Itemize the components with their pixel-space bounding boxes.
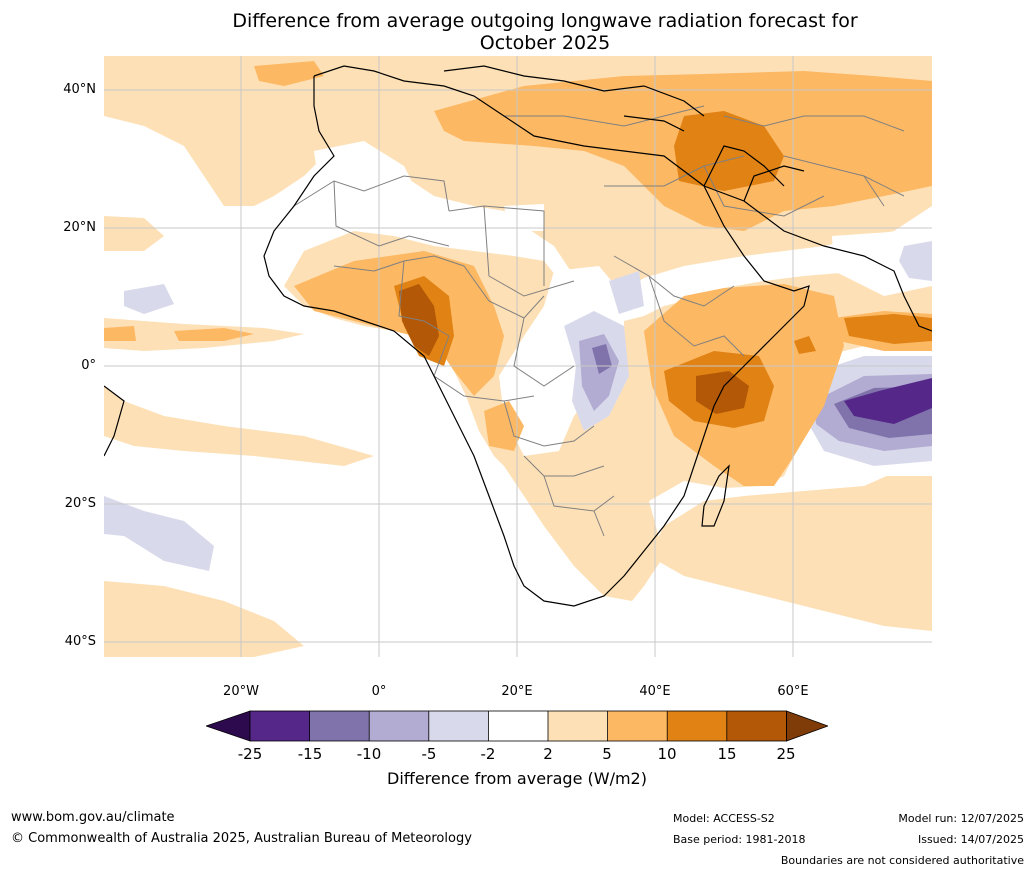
lat-label-40n: 40°N <box>63 82 96 97</box>
colorbar-swatch-4 <box>428 711 489 741</box>
colorbar-swatch-7 <box>607 711 668 741</box>
map-svg <box>104 56 932 657</box>
colorbar-swatch-1 <box>250 711 310 741</box>
lon-label-20w: 20°W <box>223 684 259 699</box>
colorbar-tick: -15 <box>297 745 323 763</box>
graticule <box>104 56 932 657</box>
colorbar-label: Difference from average (W/m2) <box>387 769 647 788</box>
colorbar-extend-low <box>206 710 251 742</box>
colorbar-swatch-6 <box>548 711 608 741</box>
map-panel <box>104 56 932 657</box>
colorbar-tick: 5 <box>602 745 612 763</box>
colorbar-extend-high <box>786 710 828 742</box>
country-borders <box>293 105 905 537</box>
footer-website: www.bom.gov.au/climate <box>11 810 175 825</box>
lon-label-40e: 40°E <box>639 684 671 699</box>
colorbar-tick: -25 <box>237 745 263 763</box>
colorbar-tick: -2 <box>480 745 496 763</box>
title-line-2: October 2025 <box>479 32 611 54</box>
colorbar-swatch-8 <box>667 711 727 741</box>
footer-base-period: Base period: 1981-2018 <box>673 833 806 846</box>
footer-model: Model: ACCESS-S2 <box>673 812 775 825</box>
lat-label-20s: 20°S <box>64 496 96 511</box>
title-line-1: Difference from average outgoing longwav… <box>232 10 858 32</box>
lon-label-20e: 20°E <box>501 684 533 699</box>
coastlines <box>104 65 932 607</box>
colorbar-tick: 15 <box>717 745 737 763</box>
footer-disclaimer: Boundaries are not considered authoritat… <box>780 854 1024 867</box>
lon-label-0: 0° <box>371 684 387 699</box>
colorbar <box>206 710 828 742</box>
lon-label-60e: 60°E <box>777 684 809 699</box>
colorbar-swatch-3 <box>369 711 429 741</box>
footer-model-run: Model run: 12/07/2025 <box>898 812 1024 825</box>
footer-issued: Issued: 14/07/2025 <box>917 833 1024 846</box>
map-title: Difference from average outgoing longwav… <box>130 10 960 54</box>
lat-label-40s: 40°S <box>64 634 96 649</box>
colorbar-swatch-5 <box>488 711 548 741</box>
colorbar-swatch-2 <box>309 711 370 741</box>
colorbar-tick: 10 <box>657 745 677 763</box>
colorbar-tick: -5 <box>421 745 437 763</box>
lat-label-20n: 20°N <box>63 220 96 235</box>
footer-copyright: © Commonwealth of Australia 2025, Austra… <box>11 831 472 846</box>
colorbar-swatch-9 <box>726 711 787 741</box>
anomaly-minus-25-minus-15-regions <box>844 378 932 424</box>
colorbar-tick: 25 <box>776 745 796 763</box>
colorbar-tick: 2 <box>543 745 553 763</box>
lat-label-equator: 0° <box>81 358 96 373</box>
colorbar-tick: -10 <box>356 745 382 763</box>
